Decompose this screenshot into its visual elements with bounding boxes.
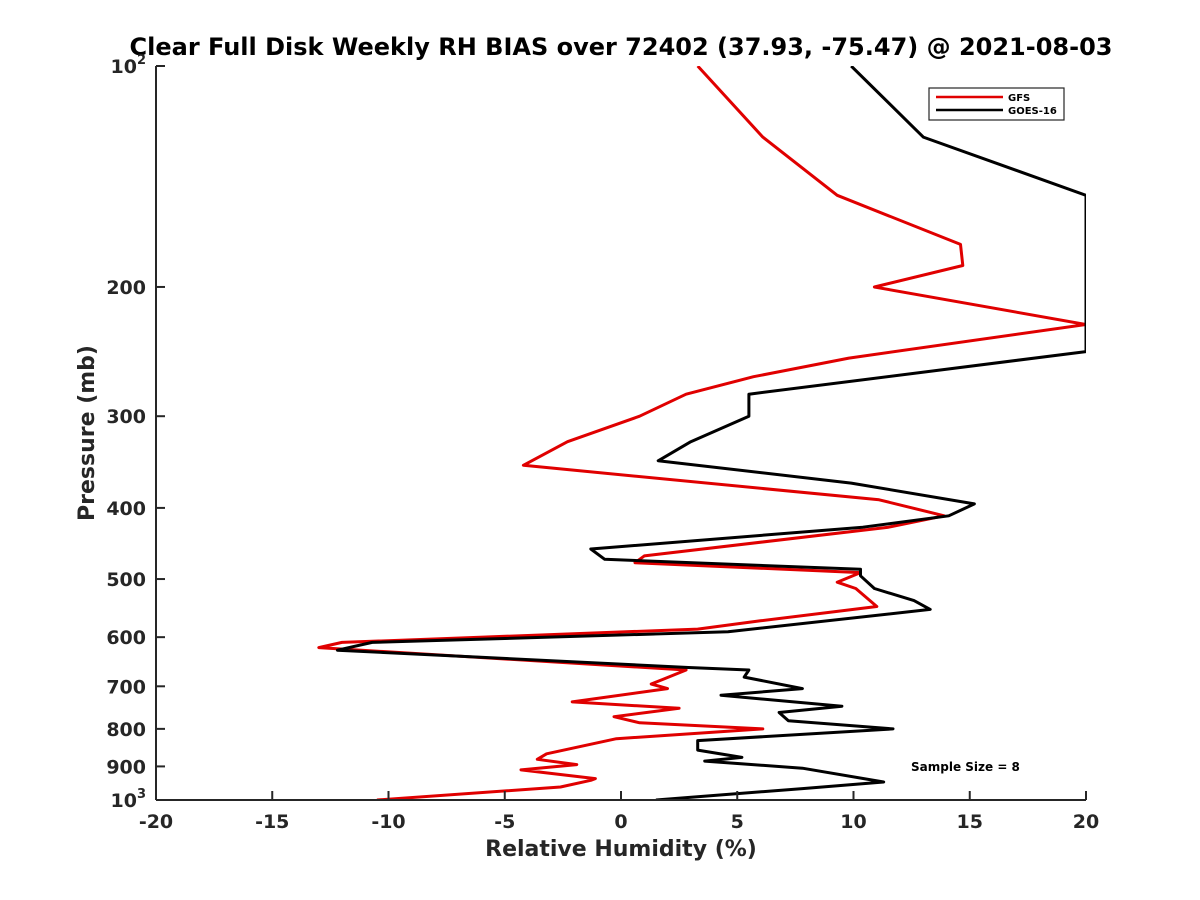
x-tick-label: -5	[494, 811, 515, 833]
x-tick-label: 5	[731, 811, 744, 833]
y-tick-label: 900	[106, 756, 146, 778]
x-tick-label: 15	[957, 811, 983, 833]
axes	[155, 66, 1086, 801]
x-tick-label: -10	[371, 811, 405, 833]
legend: GFS GOES-16	[928, 87, 1065, 121]
series-line-gfs	[317, 66, 1086, 800]
y-tick-label: 600	[106, 627, 146, 649]
y-tick-label: 200	[106, 277, 146, 299]
y-axis-label: Pressure (mb)	[75, 345, 100, 521]
y-tick-label: 300	[106, 406, 146, 428]
x-tick-label: -15	[255, 811, 289, 833]
x-tick-label: 20	[1073, 811, 1099, 833]
y-tick-base: 10	[111, 56, 137, 78]
y-tick-label: 500	[106, 569, 146, 591]
sample-size-annotation: Sample Size = 8	[911, 760, 1020, 774]
x-tick-label: 0	[614, 811, 627, 833]
chart-title: Clear Full Disk Weekly RH BIAS over 7240…	[130, 33, 1113, 61]
y-tick-label: 400	[106, 498, 146, 520]
x-axis-label: Relative Humidity (%)	[485, 837, 757, 862]
legend-label-goes16: GOES-16	[1008, 106, 1057, 117]
y-tick-base: 10	[111, 790, 137, 812]
y-tick-label: 700	[106, 676, 146, 698]
x-tick-label: -20	[139, 811, 173, 833]
x-ticks: -20 -15 -10 -5 0 5 10 15 20	[139, 791, 1099, 833]
legend-label-gfs: GFS	[1008, 93, 1030, 104]
legend-box	[928, 87, 1065, 121]
y-tick-label: 103	[111, 787, 147, 812]
y-tick-label: 102	[111, 53, 147, 78]
x-tick-label: 10	[840, 811, 866, 833]
y-tick-exponent: 3	[137, 787, 146, 802]
y-tick-exponent: 2	[137, 53, 146, 68]
plot-lines	[317, 66, 1086, 800]
y-tick-label: 800	[106, 719, 146, 741]
series-line-goes16	[335, 66, 1086, 800]
